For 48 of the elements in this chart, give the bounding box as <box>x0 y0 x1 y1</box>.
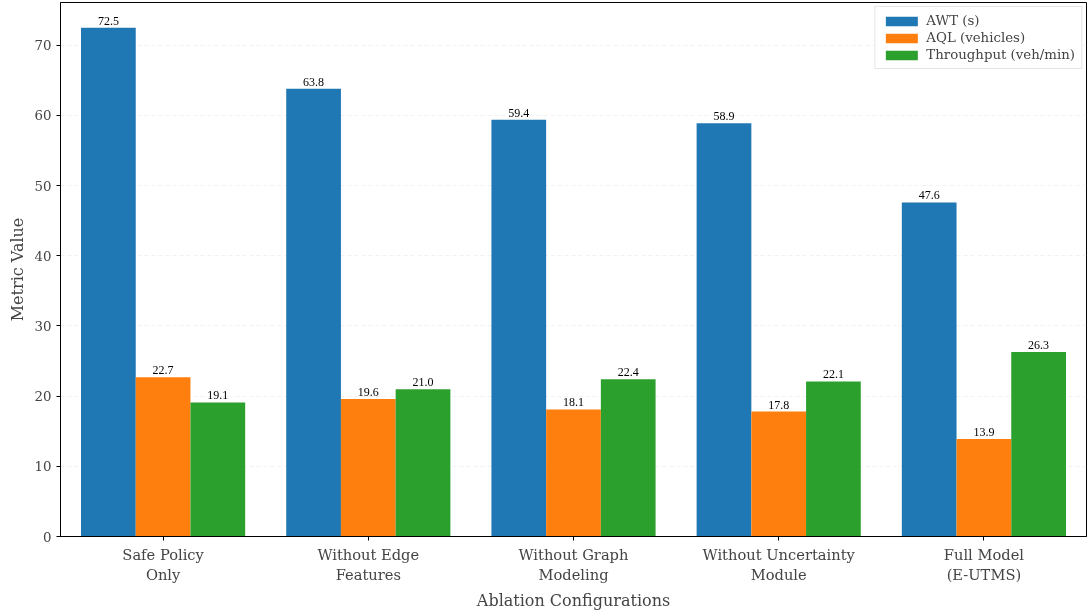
y-tick-label: 0 <box>43 529 52 545</box>
bar <box>956 438 1012 537</box>
y-tick-label: 70 <box>34 38 52 54</box>
data-label: 19.1 <box>207 388 229 403</box>
bar <box>901 202 957 537</box>
y-axis-title: Metric Value <box>7 217 27 322</box>
bar <box>546 409 601 537</box>
data-label: 22.7 <box>152 363 174 378</box>
data-label: 21.0 <box>412 375 434 390</box>
data-label: 13.9 <box>973 424 995 439</box>
bar <box>751 411 807 537</box>
y-tick-label: 20 <box>34 389 52 405</box>
x-tick-label: Without Uncertainty Module <box>702 545 856 583</box>
legend-label: AWT (s) <box>926 13 980 28</box>
y-tick-label: 40 <box>34 248 52 264</box>
data-label: 26.3 <box>1028 337 1050 352</box>
x-tick-label: Full Model (E-UTMS) <box>943 545 1025 583</box>
bar <box>1011 351 1066 537</box>
y-tick-label: 60 <box>34 108 52 124</box>
bar <box>190 402 246 537</box>
bar <box>135 377 191 537</box>
data-label: 17.8 <box>768 397 790 412</box>
data-label: 22.1 <box>822 367 844 382</box>
data-label: 47.6 <box>918 188 940 203</box>
x-tick-label: Without Edge Features <box>317 545 420 583</box>
legend-label: Throughput (veh/min) <box>926 47 1075 62</box>
x-tick-label: Safe Policy Only <box>122 545 205 583</box>
bar <box>491 119 547 537</box>
x-tick-label: Without Graph Modeling <box>518 545 630 583</box>
x-axis-title: Ablation Configurations <box>475 590 671 610</box>
y-tick-label: 50 <box>34 178 52 194</box>
data-label: 63.8 <box>303 74 325 89</box>
data-label: 19.6 <box>357 384 379 399</box>
data-label: 22.4 <box>617 365 639 380</box>
y-tick-label: 30 <box>34 318 52 334</box>
bar <box>600 379 656 537</box>
bar <box>696 123 752 537</box>
data-label: 59.4 <box>508 105 530 120</box>
legend-label: AQL (vehicles) <box>926 30 1026 45</box>
bar <box>806 381 861 537</box>
bar <box>286 88 341 537</box>
data-label: 72.5 <box>97 13 119 28</box>
data-label: 18.1 <box>563 395 584 410</box>
bar <box>395 389 451 537</box>
bar <box>340 398 396 537</box>
y-tick-label: 10 <box>34 459 52 475</box>
bar <box>81 27 136 537</box>
data-label: 58.9 <box>713 109 735 124</box>
